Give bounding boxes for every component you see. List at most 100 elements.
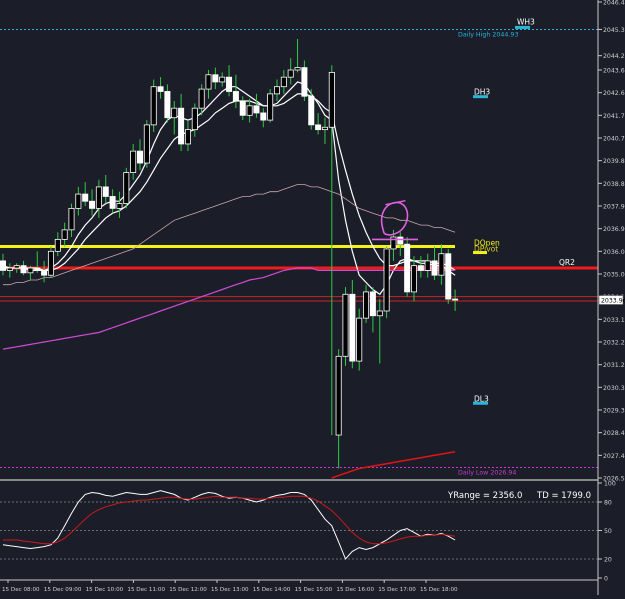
price-tick-label: 2028.40 [603,430,625,437]
time-tick-label: 15 Dec 12:00 [169,587,207,593]
time-tick-label: 15 Dec 17:00 [378,587,416,593]
time-tick-label: 15 Dec 11:00 [127,587,165,593]
candle-body [349,293,356,362]
level-tag-dpivot: DPivot [474,245,498,254]
annotation-stroke [385,200,406,206]
ma-line-ma50 [3,184,456,286]
price-tick-label: 2039.80 [603,158,625,165]
candle-body [452,298,459,301]
candle-body [260,112,267,121]
candle-body [301,67,308,97]
time-tick-label: 15 Dec 18:00 [420,587,458,593]
candle-body [335,355,342,436]
current-price-box [598,295,624,305]
price-tick-label: 2045.30 [603,27,625,34]
candle-body [212,74,219,83]
time-tick-label: 15 Dec 09:00 [44,587,82,593]
candle-body [130,150,137,173]
candle-body [424,260,431,271]
price-tick-label: 2042.65 [603,90,625,97]
candle-body [123,172,130,205]
level-label-wh3: Daily High 2044.93 [458,31,518,38]
candle-body [68,207,75,231]
candle-body [404,243,411,293]
price-tick-label: 2031.25 [603,362,625,369]
candle-body [417,265,424,271]
candle-body [267,93,274,121]
osc-tick-label: 50 [604,528,612,535]
time-tick-label: 15 Dec 15:00 [295,587,333,593]
candle-body [376,310,383,317]
candle-body [41,270,48,276]
candle-body [102,186,109,197]
candle-body [431,260,438,276]
candle-body [205,74,212,90]
candle-body [82,193,89,202]
level-tag-qr2: QR2 [559,258,575,267]
candle-body [157,86,164,92]
candle-body [75,193,82,209]
candle-body [20,265,27,274]
price-tick-label: 2029.35 [603,408,625,415]
candle-body [369,291,376,317]
time-tick-label: 15 Dec 13:00 [211,587,249,593]
ma-line-ma200 [2,267,456,350]
osc-tick-label: 100 [604,481,616,488]
candle-body [328,71,335,128]
candle-body [191,107,198,131]
candle-body [438,253,445,276]
price-tick-label: 2043.60 [603,68,625,75]
price-tick-label: 2037.90 [603,204,625,211]
candle-body [47,250,54,276]
candle-body [184,129,191,145]
candle-body [246,105,253,116]
candle-body [178,107,185,145]
candle-body [198,88,205,109]
candle-body [109,196,116,209]
candle-body [308,95,315,126]
candle-body [397,236,404,245]
candle-body [445,253,452,300]
candle-body [232,91,239,102]
candle-body [356,317,363,362]
lower-band-line [331,451,456,479]
candle-body [6,267,13,271]
price-tick-label: 2036.95 [603,226,625,233]
candle-body [171,107,178,119]
candle-body [363,291,370,319]
price-tick-label: 2038.85 [603,181,625,188]
candle-body [34,267,41,271]
candle-body [410,265,417,293]
osc-line-fast [2,490,456,560]
current-price-label: 2033.96 [601,298,625,305]
candle-body [226,76,233,92]
osc-tick-label: 0 [604,576,608,583]
ma-line-slow [3,93,456,271]
candle-body [342,293,349,357]
level-tag-dl3: DL3 [474,394,489,403]
price-tick-label: 2026.50 [603,476,625,483]
price-tick-label: 2033.15 [603,317,625,324]
candle-body [219,76,226,83]
candle-body [294,67,301,71]
price-tick-label: 2046.45 [603,0,625,7]
candle-body [54,239,61,252]
level-tag-dopen: DOpen [474,239,500,248]
annotation-circle [380,201,409,236]
candle-body [315,124,322,131]
candle-body [321,126,328,131]
osc-tick-label: 80 [604,500,612,507]
price-tick-label: 2044.20 [603,53,625,60]
level-label-dailylow: Daily Low 2026.94 [458,470,516,477]
candle-body [143,124,150,164]
time-tick-label: 15 Dec 10:00 [86,587,124,593]
price-tick-label: 2035.05 [603,272,625,279]
candle-body [95,186,102,209]
candle-body [287,69,294,78]
time-tick-label: 15 Dec 14:00 [253,587,291,593]
candle-body [164,91,171,119]
candle-body [253,105,260,114]
candle-body [61,229,68,240]
